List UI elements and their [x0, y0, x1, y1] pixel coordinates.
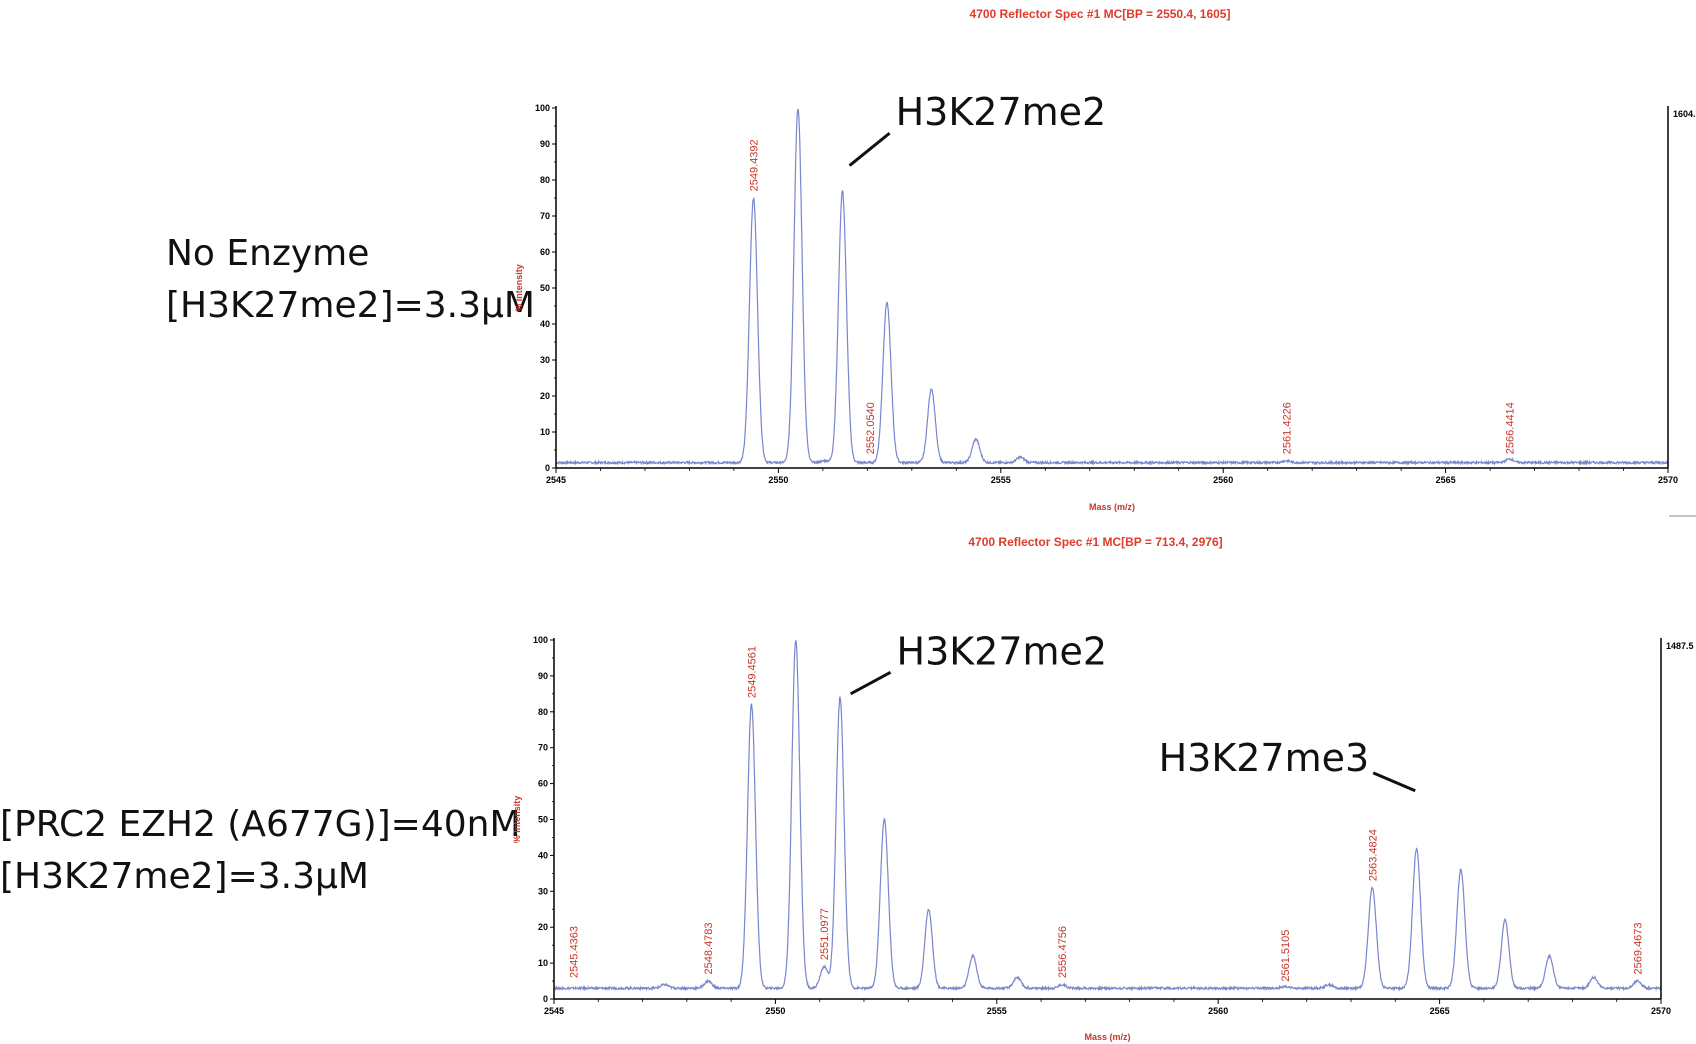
spectrum-2-annotation-leader [849, 670, 892, 696]
condition-top-line1: No Enzyme [166, 233, 370, 274]
spectrum-2-y-tick-label: 60 [538, 779, 548, 789]
spectrum-2-y-tick-label: 70 [538, 743, 548, 753]
spectrum-1-y-tick-label: 40 [540, 319, 550, 329]
spectrum-2-y-tick-label: 0 [543, 994, 548, 1004]
spectrum-2-peak-label: 2545.4363 [568, 926, 580, 978]
spectrum-2-x-tick-label: 2545 [544, 1006, 564, 1016]
spectrum-1-y-tick-label: 10 [540, 427, 550, 437]
spectrum-2-y-tick-label: 40 [538, 850, 548, 860]
spectrum-2-y-axis-title: % Intensity [512, 796, 522, 844]
spectrum-2-max-intensity: 1487.5 [1666, 641, 1694, 651]
spectrum-1-y-tick-label: 50 [540, 283, 550, 293]
spectrum-2-trace [553, 640, 1662, 992]
spectrum-2-annotation-label: H3K27me2 [897, 629, 1108, 673]
spectrum-2-x-tick-label: 2570 [1651, 1006, 1671, 1016]
spectrum-2-peak-label: 2569.4673 [1632, 922, 1644, 974]
spectrum-1-x-tick-label: 2550 [768, 475, 788, 485]
spectrum-1-x-tick-label: 2570 [1658, 475, 1678, 485]
spectrum-2-y-tick-label: 50 [538, 815, 548, 825]
spectrum-1-y-tick-label: 0 [545, 463, 550, 473]
spectrum-1-x-tick-label: 2560 [1213, 475, 1233, 485]
spectrum-2-annotation-label: H3K27me3 [1159, 736, 1370, 780]
spectrum-2-peak-label: 2549.4561 [746, 646, 758, 698]
spectrum-1-max-intensity: 1604.7 [1673, 109, 1696, 119]
spectrum-1-x-axis-title: Mass (m/z) [1089, 502, 1135, 512]
spectrum-2-annotation-leader [1372, 771, 1416, 793]
spectrum-1-y-tick-label: 20 [540, 391, 550, 401]
spectrum-1-y-tick-label: 90 [540, 139, 550, 149]
spectrum-2-x-tick-label: 2555 [987, 1006, 1007, 1016]
spectrum-1-y-tick-label: 80 [540, 175, 550, 185]
condition-bottom-line1: [PRC2 EZH2 (A677G)]=40nM [0, 804, 521, 845]
spectrum-1-y-axis-title: % Intensity [514, 264, 524, 312]
spectrum-1-annotation-label: H3K27me2 [896, 90, 1107, 134]
spectrum-1-x-tick-label: 2555 [991, 475, 1011, 485]
spectrum-2-x-tick-label: 2560 [1208, 1006, 1228, 1016]
spectrum-2-peak-label: 2561.5105 [1280, 930, 1292, 982]
spectrum-1-y-tick-label: 70 [540, 211, 550, 221]
spectrum-1-trace [555, 108, 1669, 466]
condition-label-bottom: [PRC2 EZH2 (A677G)]=40nM [H3K27me2]=3.3μ… [0, 799, 521, 903]
spectrum-1-y-tick-label: 60 [540, 247, 550, 257]
spectrum-2-title: 4700 Reflector Spec #1 MC[BP = 713.4, 29… [968, 535, 1222, 549]
spectrum-2-y-tick-label: 80 [538, 707, 548, 717]
spectrum-1-y-tick-label: 100 [535, 103, 550, 113]
spectrum-2-y-tick-label: 20 [538, 922, 548, 932]
spectrum-2-peak-label: 2556.4756 [1057, 926, 1069, 978]
spectrum-2-x-tick-label: 2550 [765, 1006, 785, 1016]
spectrum-2-y-tick-label: 10 [538, 958, 548, 968]
spectrum-1-x-tick-label: 2545 [546, 475, 566, 485]
spectrum-2-y-tick-label: 100 [533, 635, 548, 645]
spectrum-2-peak-label: 2548.4783 [703, 922, 715, 974]
spectrum-2-y-tick-label: 30 [538, 886, 548, 896]
spectrum-1-peak-label: 2561.4226 [1281, 402, 1293, 454]
condition-bottom-line2: [H3K27me2]=3.3μM [0, 856, 369, 897]
spectrum-1-peak-label: 2549.4392 [748, 139, 760, 191]
spectrum-2-x-axis-title: Mass (m/z) [1084, 1032, 1130, 1042]
spectrum-2-y-tick-label: 90 [538, 671, 548, 681]
spectrum-1-annotation-leader [848, 132, 891, 167]
spectrum-2-peak-label: 2563.4824 [1367, 829, 1379, 881]
spectrum-1-y-tick-label: 30 [540, 355, 550, 365]
spectrum-2-x-tick-label: 2565 [1430, 1006, 1450, 1016]
spectrum-1-peak-label: 2552.0540 [865, 402, 877, 454]
spectrum-1-peak-label: 2566.4414 [1505, 402, 1517, 454]
spectrum-1-title: 4700 Reflector Spec #1 MC[BP = 2550.4, 1… [970, 7, 1231, 21]
condition-top-line2: [H3K27me2]=3.3μM [166, 285, 535, 326]
condition-label-top: No Enzyme [H3K27me2]=3.3μM [166, 228, 535, 332]
spectrum-2-peak-label: 2551.0977 [819, 908, 831, 960]
spectrum-1-x-tick-label: 2565 [1436, 475, 1456, 485]
